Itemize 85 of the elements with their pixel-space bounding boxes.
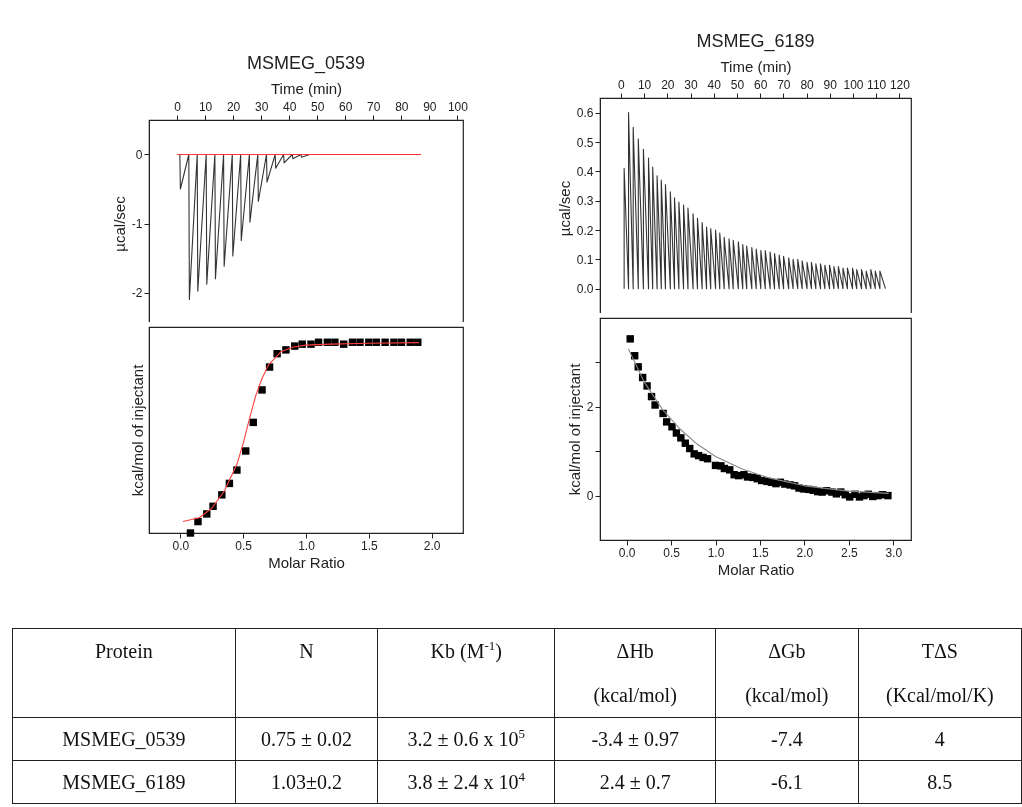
x-tick-label: 0.0 (172, 538, 190, 553)
category-label: TΔS (Kcal/mol/K) (885, 639, 995, 709)
text: 3.8 ± 2.4 x 10$^{4}$ (377, 760, 555, 804)
x-tick-label: 0 (174, 99, 182, 114)
x-tick-label: 50 (730, 77, 745, 92)
y-tick-label: -1 (131, 217, 143, 231)
y-axis-title: kcal/mol of injectant (565, 362, 583, 496)
x-tick-label: 1.5 (360, 538, 378, 553)
x-tick-label: 0.5 (235, 538, 253, 553)
y-tick-label: 0.4 (576, 164, 594, 179)
text: -7.4 (715, 717, 859, 761)
y-axis-title: µcal/sec (110, 195, 128, 252)
x-tick-label: 120 (889, 77, 911, 92)
text: 3.2 ± 0.6 x 10$^{5}$ (377, 717, 555, 761)
y-axis-title: µcal/sec (555, 180, 573, 237)
chart-title: MSMEG_6189 (696, 31, 815, 52)
x-tick-label: 70 (367, 99, 381, 114)
point (626, 335, 634, 343)
y-tick-label: 0 (135, 148, 143, 162)
x-tick-label: 30 (684, 77, 699, 92)
y-tick-label: 2 (586, 400, 594, 415)
x-tick-label: 1.5 (752, 545, 770, 560)
category-label: ΔHb (kcal/mol) (592, 639, 678, 709)
x-tick-label: 3.0 (885, 545, 903, 560)
x-tick-label: 0.0 (618, 545, 636, 560)
x-tick-label: 110 (867, 77, 887, 92)
text: MSMEG_0539 (12, 717, 236, 761)
x-tick-label: 30 (254, 99, 269, 114)
x-tick-label: 1.0 (298, 538, 316, 553)
text: 8.5 (858, 760, 1022, 804)
x-tick-label: 0 (618, 77, 626, 92)
x-tick-label: 70 (777, 77, 791, 92)
text: 4 (858, 717, 1022, 761)
x-tick-label: 90 (423, 99, 437, 114)
x-tick-label: 40 (283, 99, 297, 114)
point (651, 401, 659, 409)
y-tick-label: 0.3 (576, 194, 594, 209)
x-tick-label: 80 (395, 99, 409, 114)
x-tick-label: 60 (339, 99, 353, 114)
x-tick-label: 20 (661, 77, 675, 92)
x-tick-label: 80 (800, 77, 815, 92)
text: 2.4 ± 0.7 (554, 760, 716, 804)
x-axis-title: Molar Ratio (268, 553, 345, 571)
x-tick-label: 50 (311, 99, 325, 114)
point (677, 434, 685, 442)
point (186, 529, 195, 537)
text: 0.75 ± 0.02 (235, 717, 378, 761)
x-tick-label: 10 (198, 99, 213, 114)
y-tick-label: 0 (586, 489, 594, 504)
y-tick-label: 0.6 (576, 106, 594, 121)
line-series (623, 112, 887, 290)
point (242, 447, 250, 455)
y-tick-label: 0.2 (576, 223, 594, 238)
category-label: Kb (M$^{-1}$) (429, 637, 503, 665)
x-tick-label: 90 (823, 77, 838, 92)
x-tick-label: 2.0 (796, 545, 814, 560)
text: -6.1 (715, 760, 859, 804)
y-tick-label: 0.1 (576, 252, 594, 267)
x-tick-label: 2.5 (840, 545, 858, 560)
x-tick-label: 1.0 (707, 545, 725, 560)
text: -3.4 ± 0.97 (554, 717, 716, 761)
y-tick-label: -2 (131, 286, 143, 300)
text: MSMEG_6189 (12, 760, 236, 804)
text: 1.03±0.2 (235, 760, 378, 804)
category-label: Protein (94, 639, 154, 664)
x-tick-label: 100 (447, 99, 469, 114)
x-axis-title: Time (min) (270, 79, 343, 97)
y-tick-label: 0.0 (576, 282, 594, 297)
x-tick-label: 60 (753, 77, 768, 92)
x-axis-title: Molar Ratio (717, 560, 795, 578)
chart-title: MSMEG_0539 (246, 53, 366, 74)
point (194, 517, 202, 526)
category-label: N (298, 639, 315, 664)
point (884, 491, 892, 500)
y-axis-title: kcal/mol of injectant (128, 363, 146, 497)
x-tick-label: 10 (637, 77, 652, 92)
x-tick-label: 2.0 (423, 538, 441, 553)
y-tick-label: 0.5 (576, 135, 594, 150)
x-tick-label: 20 (226, 99, 241, 114)
x-tick-label: 0.5 (663, 545, 681, 560)
category-label: ΔGb (kcal/mol) (744, 639, 830, 709)
x-tick-label: 40 (707, 77, 722, 92)
x-tick-label: 100 (843, 77, 864, 92)
point (258, 386, 266, 394)
x-axis-title: Time (min) (720, 57, 792, 75)
